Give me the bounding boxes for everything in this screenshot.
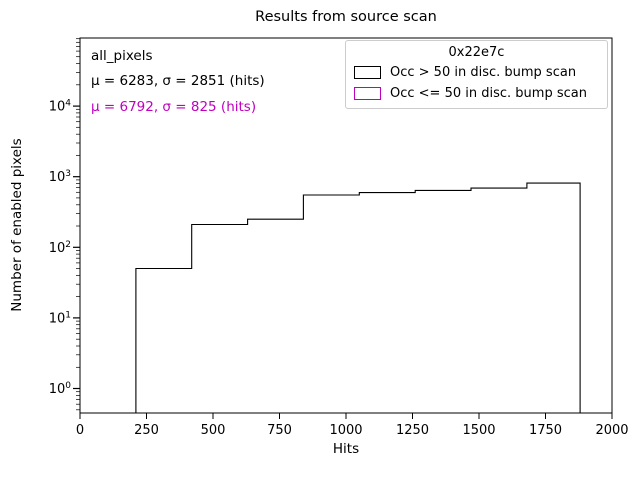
x-tick-label: 1000 bbox=[329, 423, 362, 438]
x-tick-label: 0 bbox=[76, 423, 84, 438]
y-tick-label: 101 bbox=[49, 310, 71, 326]
x-tick-label: 1250 bbox=[396, 423, 429, 438]
x-tick-label: 750 bbox=[267, 423, 292, 438]
legend-entry: Occ <= 50 in disc. bump scan bbox=[346, 83, 607, 104]
y-tick-label: 100 bbox=[49, 381, 72, 397]
y-tick-label: 104 bbox=[49, 99, 72, 115]
legend-swatch-occ-gt-50 bbox=[354, 66, 381, 79]
y-tick-label: 102 bbox=[49, 240, 71, 256]
x-tick-label: 2000 bbox=[595, 423, 628, 438]
annotation-dataset-name: all_pixels bbox=[91, 48, 153, 64]
legend: 0x22e7c Occ > 50 in disc. bump scan Occ … bbox=[345, 40, 608, 109]
legend-entry-label: Occ > 50 in disc. bump scan bbox=[390, 65, 577, 80]
y-tick-label: 103 bbox=[49, 169, 71, 185]
chart-title: Results from source scan bbox=[255, 9, 437, 25]
annotation-stats-black: μ = 6283, σ = 2851 (hits) bbox=[91, 73, 265, 89]
x-axis-ticks: 0 250 500 750 1000 1250 1500 1750 2000 bbox=[76, 413, 629, 438]
histogram-series-0 bbox=[135, 182, 581, 413]
legend-entry: Occ > 50 in disc. bump scan bbox=[346, 62, 607, 83]
annotation-stats-magenta: μ = 6792, σ = 825 (hits) bbox=[91, 99, 257, 115]
y-axis-label: Number of enabled pixels bbox=[9, 138, 25, 312]
x-tick-label: 1500 bbox=[462, 423, 495, 438]
y-axis-ticks: 100 101 102 103 104 bbox=[49, 38, 80, 411]
legend-entry-label: Occ <= 50 in disc. bump scan bbox=[390, 86, 587, 101]
x-axis-label: Hits bbox=[332, 441, 360, 457]
x-tick-label: 1750 bbox=[529, 423, 562, 438]
x-tick-label: 500 bbox=[201, 423, 226, 438]
x-tick-label: 250 bbox=[134, 423, 159, 438]
legend-title: 0x22e7c bbox=[448, 45, 505, 60]
legend-swatch-occ-le-50 bbox=[354, 87, 381, 100]
